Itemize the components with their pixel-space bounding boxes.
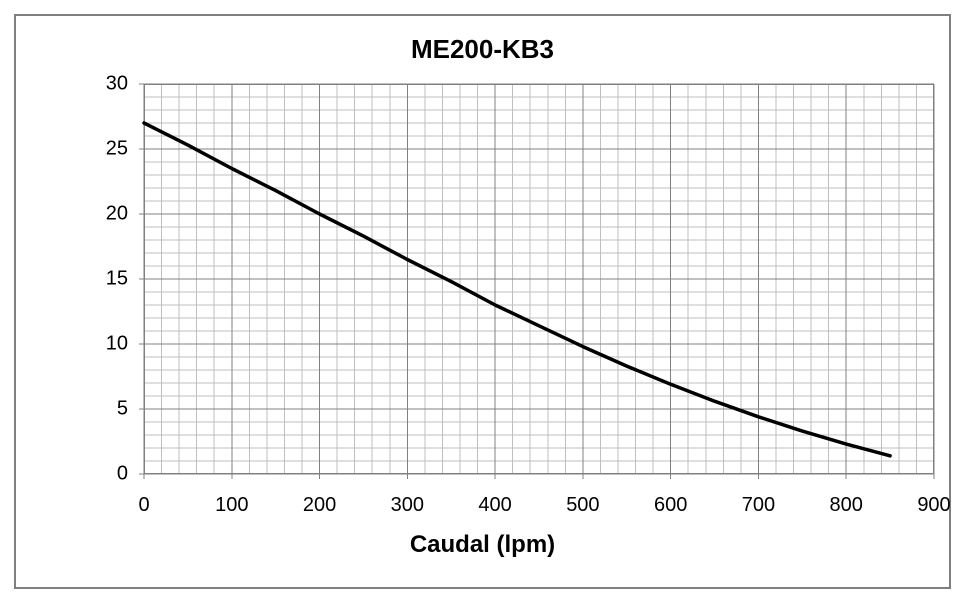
y-tick-label: 5: [88, 398, 128, 421]
x-tick-label: 200: [303, 494, 336, 517]
x-tick-label: 100: [215, 494, 248, 517]
x-tick-label: 400: [478, 494, 511, 517]
x-tick-label: 0: [138, 494, 149, 517]
y-tick-label: 30: [88, 73, 128, 96]
plot-area: [144, 84, 934, 474]
x-tick-label: 500: [566, 494, 599, 517]
y-tick-label: 0: [88, 463, 128, 486]
y-tick-label: 20: [88, 203, 128, 226]
x-tick-label: 900: [917, 494, 950, 517]
x-tick-label: 300: [391, 494, 424, 517]
x-tick-label: 700: [742, 494, 775, 517]
y-tick-label: 15: [88, 268, 128, 291]
y-tick-label: 25: [88, 138, 128, 161]
chart-title: ME200-KB3: [16, 34, 949, 65]
chart-frame: ME200-KB3 Altura (m) Caudal (lpm) 010020…: [14, 14, 951, 589]
x-tick-label: 600: [654, 494, 687, 517]
x-axis-label: Caudal (lpm): [16, 531, 949, 559]
y-tick-label: 10: [88, 333, 128, 356]
x-tick-label: 800: [830, 494, 863, 517]
